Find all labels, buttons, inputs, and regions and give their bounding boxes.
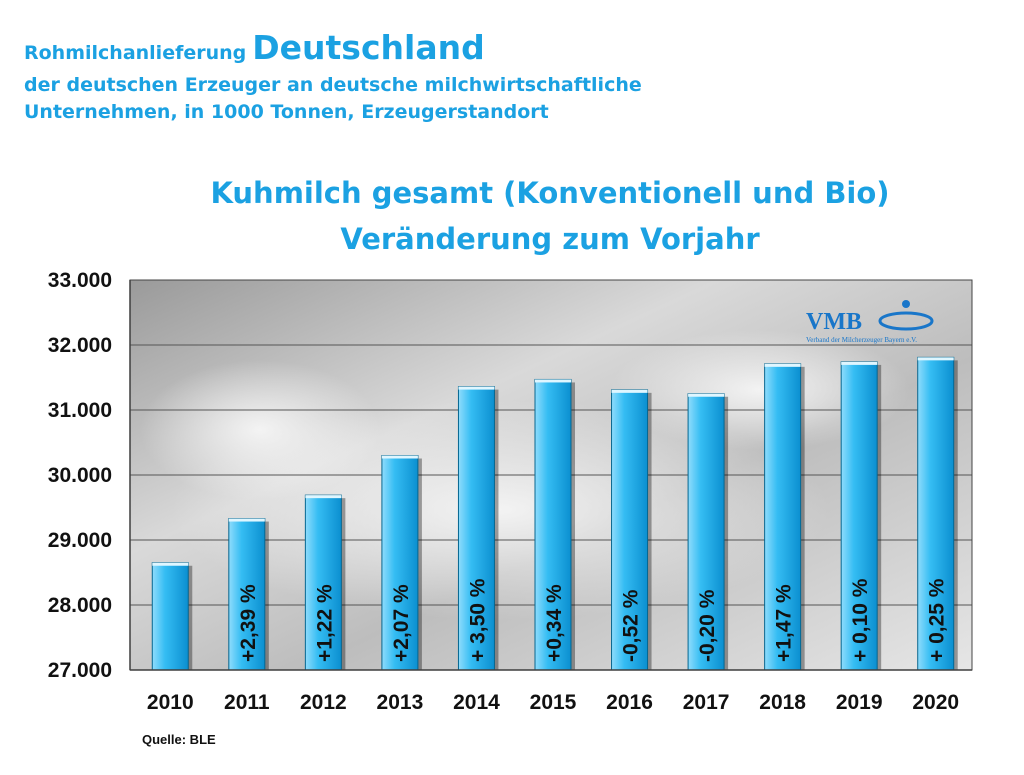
y-tick-label: 28.000 bbox=[48, 594, 112, 617]
x-axis: 2010 2011 2012 2013 2014 2015 2016 2017 2018 2019… bbox=[147, 691, 959, 714]
x-tick-label: 2015 bbox=[530, 691, 577, 714]
x-tick-label: 2014 bbox=[453, 691, 500, 714]
bar-annotation: +0,34 % bbox=[543, 584, 566, 662]
bar-top-highlight bbox=[764, 363, 801, 367]
bar-top-highlight bbox=[228, 518, 265, 522]
bar-top-highlight bbox=[152, 562, 189, 566]
header-line-2: der deutschen Erzeuger an deutsche milch… bbox=[24, 74, 642, 96]
y-tick-label: 30.000 bbox=[48, 464, 112, 487]
bar-annotation: -0,52 % bbox=[620, 589, 643, 662]
x-tick-label: 2017 bbox=[683, 691, 730, 714]
bars: +2,39 % +1,22 % +2,07 % + 3,50 % +0,34 % -0,5… bbox=[151, 356, 958, 671]
bar-chart: +2,39 % +1,22 % +2,07 % + 3,50 % +0,34 % -0,5… bbox=[48, 269, 973, 714]
bar-top-highlight bbox=[688, 393, 725, 397]
bar-2014 bbox=[457, 386, 495, 671]
bar-2015 bbox=[534, 378, 572, 671]
bar-top-highlight bbox=[458, 386, 495, 390]
bar-annotation: -0,20 % bbox=[696, 589, 719, 662]
bar-2011 bbox=[228, 518, 266, 671]
y-tick-label: 33.000 bbox=[48, 269, 112, 292]
chart-subtitle: Veränderung zum Vorjahr bbox=[340, 222, 760, 256]
bar-2013 bbox=[381, 455, 419, 671]
bar-2016 bbox=[611, 389, 649, 671]
x-tick-label: 2010 bbox=[147, 691, 194, 714]
x-tick-label: 2018 bbox=[759, 691, 806, 714]
y-tick-label: 31.000 bbox=[48, 399, 112, 422]
bar-annotation: +2,39 % bbox=[237, 584, 260, 662]
x-tick-label: 2013 bbox=[377, 691, 424, 714]
bar-annotation: +2,07 % bbox=[390, 584, 413, 662]
header-line-1: Rohmilchanlieferung Deutschland bbox=[24, 28, 485, 67]
bar-2010 bbox=[151, 562, 189, 671]
x-tick-label: 2011 bbox=[224, 691, 270, 714]
milk-splash-decoration bbox=[140, 360, 380, 500]
bar-annotation: + 0,25 % bbox=[926, 578, 949, 662]
bar-annotation: + 3,50 % bbox=[466, 578, 489, 662]
bar-top-highlight bbox=[841, 361, 878, 365]
bar-2017 bbox=[687, 393, 725, 671]
logo-text: VMB bbox=[806, 309, 862, 335]
plot-border bbox=[129, 279, 973, 671]
header-country: Deutschland bbox=[252, 28, 485, 67]
x-tick-label: 2020 bbox=[912, 691, 959, 714]
x-tick-label: 2012 bbox=[300, 691, 347, 714]
bar-top-highlight bbox=[305, 495, 342, 499]
logo-subtitle: Verband der Milcherzeuger Bayern e.V. bbox=[806, 336, 917, 344]
bar-top-highlight bbox=[381, 455, 418, 459]
x-tick-label: 2019 bbox=[836, 691, 883, 714]
bar-annotation: +1,22 % bbox=[313, 584, 336, 662]
header-prefix: Rohmilchanlieferung bbox=[24, 42, 247, 64]
y-tick-label: 27.000 bbox=[48, 659, 112, 682]
header-line-3: Unternehmen, in 1000 Tonnen, Erzeugersta… bbox=[24, 101, 549, 123]
bar-top-highlight bbox=[535, 379, 571, 383]
milk-splash-decoration bbox=[610, 330, 910, 450]
y-axis: 27.000 28.000 29.000 30.000 31.000 32.000 33.0… bbox=[48, 269, 973, 682]
x-tick-label: 2016 bbox=[606, 691, 653, 714]
bar-top-highlight bbox=[917, 357, 954, 361]
bar-top-highlight bbox=[611, 389, 648, 393]
bar-annotation: +1,47 % bbox=[773, 584, 796, 662]
bar-annotation: + 0,10 % bbox=[849, 578, 872, 662]
chart-title: Kuhmilch gesamt (Konventionell und Bio) bbox=[210, 176, 890, 210]
vmb-logo: VMB Verband der Milcherzeuger Bayern e.V… bbox=[806, 300, 934, 344]
logo-swoosh-icon bbox=[878, 311, 934, 331]
source-note: Quelle: BLE bbox=[142, 732, 216, 747]
logo-drop-icon bbox=[902, 300, 910, 308]
y-tick-label: 32.000 bbox=[48, 334, 112, 357]
y-tick-label: 29.000 bbox=[48, 529, 112, 552]
